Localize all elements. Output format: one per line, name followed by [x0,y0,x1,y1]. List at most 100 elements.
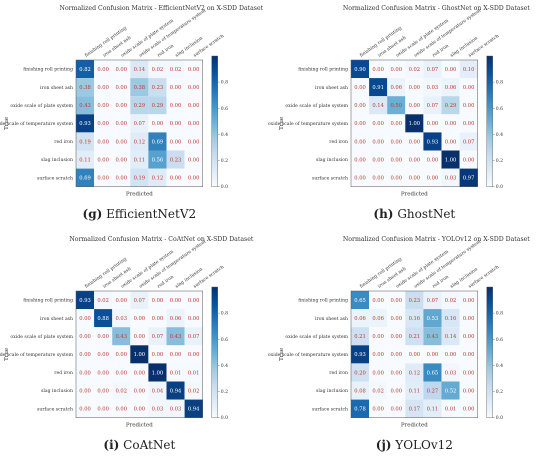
cell-value-label: 0.00 [115,352,127,358]
cell-value-label: 0.03 [170,406,182,412]
matrix-cell [130,78,149,97]
matrix-cell [369,363,388,382]
cell-value-label: 1.00 [445,157,457,163]
matrix-cell [441,114,460,133]
matrix-cell [148,96,167,115]
cell-value-label: 0.00 [152,298,164,304]
matrix-title: Normalized Confusion Matrix - CoAtNet on… [69,236,254,243]
matrix-cell [459,363,478,382]
cell-value-label: 0.43 [115,334,127,340]
y-tick-label: red iron [54,139,73,145]
matrix-cell [148,363,167,382]
matrix-cell [441,291,460,310]
x-tick-label: surface scratch [192,264,225,290]
matrix-cell [166,168,185,187]
cell-value-label: 0.00 [115,103,127,109]
x-axis-label: Predicted [126,423,153,429]
cell-value-label: 0.07 [427,103,439,109]
cell-value-label: 0.00 [372,121,384,127]
matrix-cell [148,132,167,151]
matrix-title: Normalized Confusion Matrix - YOLOv12 on… [343,236,530,243]
matrix-cell [184,309,203,328]
matrix-cell [184,327,203,346]
colorbar-tick-label: 0.8 [221,311,228,317]
matrix-cell [459,399,478,418]
cell-value-label: 0.14 [445,334,457,340]
cell-value-label: 0.16 [445,316,457,322]
cell-value-label: 0.00 [463,157,475,163]
cell-value-label: 0.07 [134,121,146,127]
colorbar-tick-label: 0.8 [496,80,503,86]
matrix-cell [405,168,424,187]
matrix-cell [459,60,478,79]
y-tick-label: slag inclusion [316,157,348,163]
cell-value-label: 0.06 [170,316,182,322]
cell-value-label: 0.04 [152,388,164,394]
matrix-cell [351,78,370,97]
cell-value-label: 0.07 [152,334,164,340]
matrix-cell [459,327,478,346]
matrix-cell [351,132,370,151]
y-tick-label: slag inclusion [316,388,348,394]
cell-value-label: 0.93 [79,298,91,304]
cell-value-label: 0.43 [170,334,182,340]
cell-value-label: 0.01 [170,370,182,376]
cell-value-label: 0.38 [134,85,146,91]
matrix-cell [369,60,388,79]
matrix-cell [351,399,370,418]
cell-value-label: 0.94 [188,406,200,412]
matrix-cell [112,381,131,400]
confusion-matrix-panel: Normalized Confusion Matrix - CoAtNet on… [0,236,254,452]
x-axis-label: Predicted [401,423,428,429]
panel-model-name: EfficientNetV2 [102,207,196,221]
panel-tag: (j) [376,438,392,452]
matrix-cell [459,345,478,364]
cell-value-label: 0.00 [390,298,402,304]
cell-value-label: 0.00 [115,67,127,73]
cell-value-label: 0.00 [97,67,109,73]
colorbar [211,55,218,187]
matrix-cell [459,291,478,310]
matrix-cell [130,399,149,418]
matrix-cell [387,291,406,310]
matrix-cell [369,327,388,346]
cell-value-label: 0.29 [152,103,164,109]
matrix-cell [369,345,388,364]
cell-value-label: 0.00 [115,298,127,304]
cell-value-label: 0.00 [170,103,182,109]
cell-value-label: 0.12 [152,175,164,181]
matrix-cell [148,78,167,97]
cell-value-label: 0.11 [427,406,439,412]
y-tick-label: iron sheet ash [40,316,73,322]
cell-value-label: 0.00 [390,406,402,412]
cell-value-label: 0.00 [390,370,402,376]
matrix-cell [94,114,113,133]
matrix-cell [387,309,406,328]
matrix-cell [184,114,203,133]
confusion-matrix-panel: Normalized Confusion Matrix - EfficientN… [0,5,264,221]
matrix-cell [387,150,406,169]
cell-value-label: 0.91 [372,85,384,91]
colorbar [486,286,493,418]
matrix-cell [387,60,406,79]
cell-value-label: 0.65 [354,298,366,304]
colorbar-tick-label: 0.2 [221,389,228,395]
cell-value-label: 0.00 [188,175,200,181]
cell-value-label: 0.00 [409,139,421,145]
matrix-title: Normalized Confusion Matrix - EfficientN… [60,5,264,12]
matrix-cell [94,150,113,169]
matrix-frame [75,59,203,187]
matrix-cell [387,381,406,400]
cell-value-label: 0.00 [188,67,200,73]
matrix-cell [441,363,460,382]
matrix-cell [387,399,406,418]
matrix-cell [405,327,424,346]
matrix-cells: 0.82 0.00 0.00 0.14 0.02 0.02 0.00 0.38 0.00 0.00… [76,60,203,187]
matrix-cell [94,291,113,310]
cell-value-label: 0.00 [97,157,109,163]
colorbar-tick-label: 0.6 [221,106,228,112]
matrix-cell [441,168,460,187]
y-axis-label: True [279,117,285,130]
y-tick-label: oxide scale of plate system [10,103,73,109]
